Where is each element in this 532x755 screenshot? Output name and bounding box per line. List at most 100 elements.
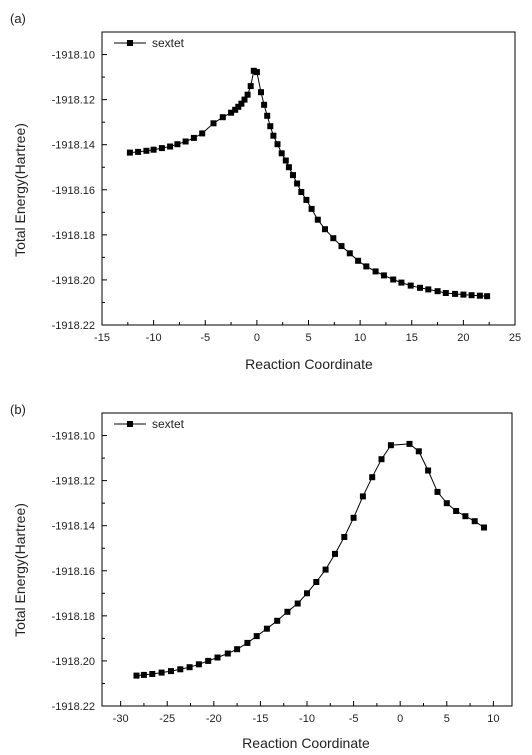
- panel-a-y-tick-label: -1918.20: [52, 275, 95, 287]
- panel-b-y-tick-label: -1918.14: [52, 521, 95, 533]
- panel-a-tag: (a): [10, 11, 26, 26]
- panel-a-y-tick-label: -1918.16: [52, 185, 95, 197]
- panel-a-data-point: [264, 112, 271, 119]
- panel-b-series-line: [136, 443, 485, 677]
- panel-a-data-point: [398, 279, 405, 286]
- panel-b-y-tick-label: -1918.20: [52, 656, 95, 668]
- panel-b-x-tick-label: -15: [252, 713, 268, 725]
- panel-a-x-tick-label: 0: [254, 332, 260, 344]
- panel-a-data-point: [182, 138, 189, 145]
- panel-b-data-point: [341, 534, 348, 540]
- panel-b-data-point: [369, 474, 376, 481]
- panel-b-x-tick-label: -25: [159, 713, 175, 725]
- panel-b-data-point: [158, 669, 165, 676]
- panel-a-data-point: [126, 149, 133, 156]
- panel-a-data-point: [294, 180, 301, 187]
- panel-a: (a) Total Energy(Hartree) Reaction Coord…: [10, 11, 521, 372]
- panel-a-data-point: [158, 145, 165, 152]
- panel-a-x-tick-label: -10: [146, 332, 162, 344]
- panel-a-data-point: [238, 100, 245, 107]
- panel-b-data-point: [224, 650, 231, 657]
- panel-a-legend-label: sextet: [152, 36, 185, 50]
- panel-a-data-point: [167, 143, 174, 150]
- panel-b-x-tick-label: -30: [113, 713, 129, 725]
- panel-b-data-point: [350, 514, 357, 521]
- panel-b-x-tick-label: 0: [397, 713, 403, 725]
- panel-b-data-point: [244, 639, 251, 646]
- panel-b-x-tick-label: 10: [487, 713, 499, 725]
- panel-a-data-point: [308, 205, 315, 212]
- panel-b-data-point: [205, 657, 212, 664]
- panel-a-data-point: [244, 91, 251, 98]
- panel-b-data-point: [195, 661, 202, 668]
- panel-a-data-point: [219, 114, 226, 121]
- panel-a-plot-frame: [101, 31, 516, 326]
- panel-a-data-point: [442, 290, 449, 296]
- panel-b-data-point: [214, 654, 221, 661]
- panel-a-data-point: [150, 146, 157, 153]
- panel-b-y-tick-label: -1918.18: [52, 611, 95, 623]
- panel-a-data-point: [460, 291, 467, 298]
- panel-a-data-point: [346, 250, 353, 257]
- panel-a-data-point: [290, 172, 296, 179]
- panel-b-data-point: [274, 617, 281, 624]
- panel-b-data-point: [332, 550, 338, 557]
- panel-b-data-point: [253, 633, 260, 640]
- panel-a-data-point: [452, 290, 459, 297]
- panel-a-data-point: [425, 286, 432, 293]
- panel-a-data-point: [267, 123, 274, 130]
- panel-a-data-point: [434, 288, 441, 295]
- panel-b-x-axis-title: Reaction Coordinate: [242, 735, 370, 751]
- panel-a-data-point: [174, 141, 181, 148]
- panel-a-data-point: [210, 120, 217, 127]
- panel-a-data-point: [407, 282, 414, 289]
- panel-a-data-point: [338, 243, 345, 250]
- panel-a-data-point: [261, 101, 268, 108]
- panel-a-y-tick-label: -1918.14: [52, 140, 95, 152]
- panel-a-data-point: [380, 272, 387, 279]
- panel-a-data-point: [241, 96, 248, 103]
- panel-b-data-point: [415, 448, 422, 455]
- panel-a-data-point: [270, 132, 277, 139]
- panel-b-data-point: [294, 600, 301, 607]
- panel-b-legend-marker: [127, 421, 133, 427]
- panel-a-data-point: [355, 257, 362, 264]
- panel-a-data-point: [390, 276, 397, 283]
- panel-b-data-point: [434, 488, 441, 495]
- panel-a-data-point: [282, 157, 289, 164]
- panel-b-data-point: [140, 671, 147, 678]
- panel-a-data-point: [135, 148, 142, 155]
- panel-a-x-tick-label: 20: [457, 332, 469, 344]
- panel-b-tag: (b): [10, 402, 26, 417]
- panel-a-data-point: [303, 196, 310, 203]
- panel-b-plot-frame: [101, 412, 513, 707]
- panel-a-data-point: [285, 164, 292, 171]
- panel-b-x-tick-label: -5: [349, 713, 359, 725]
- panel-a-data-point: [278, 150, 285, 157]
- panel-b-y-tick-label: -1918.12: [52, 476, 95, 488]
- panel-a-data-point: [476, 292, 483, 299]
- panel-a-x-tick-label: 25: [509, 332, 521, 344]
- panel-b-x-tick-label: 5: [444, 713, 450, 725]
- panel-a-y-tick-label: -1918.12: [52, 95, 95, 107]
- panel-a-x-tick-label: -5: [200, 332, 210, 344]
- panel-a-data-point: [484, 293, 491, 300]
- panel-a-data-point: [143, 147, 150, 154]
- panel-b-data-point: [177, 666, 184, 673]
- panel-a-y-tick-label: -1918.22: [52, 320, 95, 332]
- panel-a-x-tick-label: 5: [305, 332, 311, 344]
- panel-b-data-point: [263, 625, 270, 632]
- panel-b-data-point: [359, 493, 366, 500]
- panel-b-data-point: [234, 646, 241, 653]
- panel-a-data-point: [199, 130, 206, 137]
- panel-b-y-tick-label: -1918.22: [52, 701, 95, 713]
- panel-b-data-point: [284, 608, 291, 615]
- panel-b-data-point: [186, 664, 193, 671]
- panel-b-data-point: [313, 579, 320, 585]
- panel-a-data-point: [372, 268, 379, 275]
- panel-b-data-point: [378, 456, 385, 463]
- panel-b-data-point: [471, 518, 478, 525]
- panel-a-data-point: [314, 216, 321, 223]
- panel-a-data-point: [468, 292, 475, 299]
